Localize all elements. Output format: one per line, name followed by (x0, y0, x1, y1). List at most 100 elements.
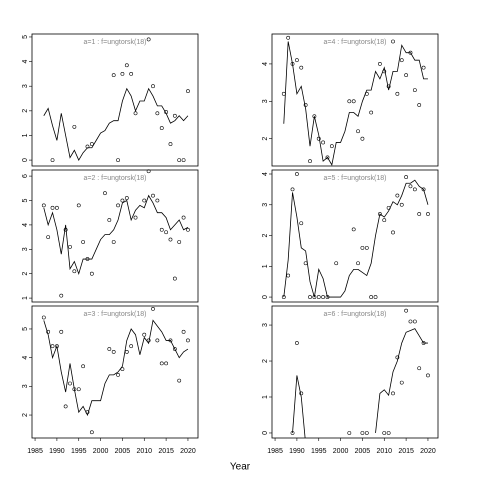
data-point (63, 227, 68, 232)
data-point (399, 58, 404, 63)
panel-title: a=6 : f=ungtorsk(18) (323, 311, 386, 318)
data-point (426, 373, 430, 378)
panel-title: a=4 : f=ungtorsk(18) (323, 39, 386, 46)
panel-title: a=2 : f=ungtorsk(18) (83, 175, 146, 182)
data-point (412, 319, 417, 324)
x-tick-label: 2005 (115, 448, 131, 455)
data-point (312, 114, 317, 119)
data-point (133, 215, 138, 220)
data-point (417, 366, 422, 371)
data-point (321, 140, 326, 145)
data-point (59, 293, 64, 298)
y-tick-label: 3 (22, 84, 29, 88)
data-point (142, 332, 147, 337)
data-point (41, 315, 46, 320)
data-point (111, 350, 116, 354)
data-point (294, 341, 299, 345)
data-point (68, 381, 72, 386)
data-point (116, 203, 120, 208)
y-tick-label: 2 (262, 233, 269, 237)
x-tick-label: 2010 (376, 448, 392, 455)
data-point (412, 187, 417, 192)
series-line (43, 319, 189, 417)
y-tick-label: 0 (262, 431, 269, 435)
data-point (111, 240, 116, 244)
data-point (382, 431, 387, 435)
y-tick-label: 3 (262, 323, 269, 327)
data-point (72, 124, 77, 129)
data-point (76, 387, 81, 392)
data-point (129, 71, 134, 76)
data-point (181, 158, 186, 162)
data-point (360, 245, 365, 250)
data-point (50, 344, 55, 349)
data-point (133, 111, 138, 116)
data-point (116, 158, 120, 162)
data-point (351, 99, 356, 104)
data-point (89, 271, 94, 276)
data-point (151, 84, 155, 89)
data-point (347, 431, 352, 435)
panel: a=2 : f=ungtorsk(18) 1 2 3 4 5 6 (22, 169, 199, 303)
panel-title: a=5 : f=ungtorsk(18) (323, 175, 386, 182)
data-point (408, 319, 413, 324)
x-tick-label: 2015 (398, 448, 414, 455)
data-point (364, 431, 369, 435)
y-tick-label: 5 (22, 327, 29, 331)
data-point (81, 240, 86, 244)
x-tick-label: 1995 (71, 448, 87, 455)
y-tick-label: 1 (22, 296, 29, 300)
data-point (308, 295, 312, 299)
x-tick-label: 2015 (158, 448, 174, 455)
data-point (186, 227, 190, 232)
y-tick-label: 2 (262, 137, 269, 141)
data-point (89, 430, 94, 435)
data-point (46, 235, 51, 239)
data-point (168, 237, 173, 242)
x-tick-label: 2005 (355, 448, 371, 455)
data-point (294, 58, 299, 63)
panel: a=4 : f=ungtorsk(18) 2 3 4 (262, 33, 439, 167)
data-point (299, 391, 304, 396)
data-point (290, 62, 295, 66)
data-point (68, 244, 72, 249)
data-point (155, 338, 160, 343)
data-point (351, 227, 356, 232)
data-point (290, 187, 295, 192)
data-point (281, 295, 286, 299)
panel: a=3 : f=ungtorsk(18) 2 3 4 5 1985 1990 1995 2000… (22, 305, 199, 455)
data-point (129, 344, 134, 349)
x-tick-label: 1985 (267, 448, 283, 455)
series-line (283, 179, 429, 298)
y-tick-label: 0 (262, 295, 269, 299)
data-point (391, 39, 395, 44)
x-tick-label: 1990 (49, 448, 65, 455)
plot-frame (31, 169, 199, 303)
data-point (72, 387, 77, 392)
data-point (360, 431, 365, 435)
series-line (43, 194, 189, 275)
data-point (321, 295, 326, 299)
data-point (334, 261, 339, 266)
data-point (159, 227, 164, 232)
data-point (85, 144, 90, 149)
y-tick-label: 4 (262, 172, 269, 176)
panel-title: a=3 : f=ungtorsk(18) (83, 311, 146, 318)
data-point (172, 113, 177, 118)
data-point (382, 69, 387, 74)
y-tick-label: 5 (22, 35, 29, 39)
x-tick-label: 2010 (136, 448, 152, 455)
data-point (116, 372, 120, 377)
data-point (186, 89, 190, 94)
data-point (395, 355, 400, 360)
y-tick-label: 2 (22, 272, 29, 276)
data-point (377, 62, 382, 66)
y-tick-label: 4 (22, 223, 29, 227)
data-point (386, 431, 391, 435)
data-point (386, 84, 391, 89)
data-point (417, 103, 422, 107)
data-point (395, 91, 400, 96)
data-point (59, 329, 64, 334)
data-point (356, 129, 360, 134)
